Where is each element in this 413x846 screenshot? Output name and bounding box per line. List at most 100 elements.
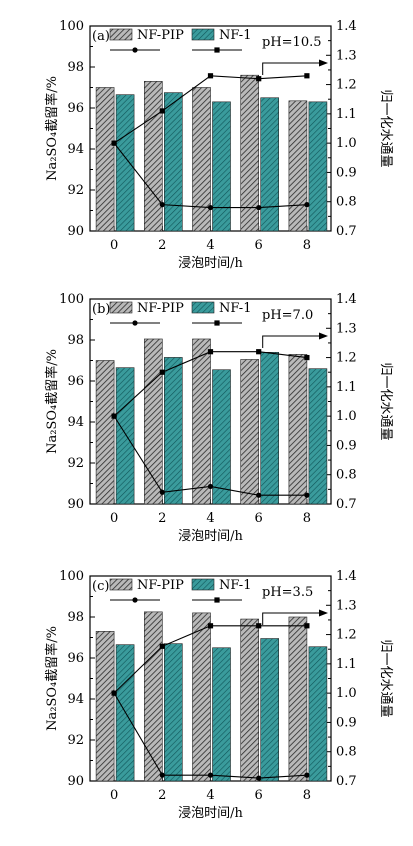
axis-arrow-line [262, 62, 322, 75]
y2-tick-label: 1.2 [336, 351, 357, 366]
y-tick-label: 96 [67, 374, 84, 389]
legend-swatch-nf1 [191, 28, 215, 41]
axis-arrow-head [319, 609, 328, 617]
x-tick-label: 6 [255, 788, 263, 803]
bar-series-0-point-2 [192, 87, 211, 232]
bar-series-0-point-3 [240, 618, 259, 782]
y2-tick-label: 1.1 [336, 657, 357, 672]
line-marker-circle [159, 489, 165, 495]
x-tick-label: 4 [206, 238, 214, 253]
y2-tick-label: 1.4 [336, 292, 357, 307]
legend-marker-circle [132, 597, 138, 603]
legend-marker-square [214, 597, 220, 603]
legend-label-nf1: NF-1 [219, 28, 251, 43]
x-tick-label: 8 [303, 238, 311, 253]
line-marker-square [304, 354, 310, 361]
y-tick-label: 100 [59, 19, 84, 34]
line-marker-circle [256, 492, 262, 498]
x-tick-label: 4 [206, 788, 214, 803]
line-marker-circle [207, 204, 214, 211]
line-marker-circle [304, 202, 310, 208]
line-marker-square [304, 73, 310, 79]
y2-tick-label: 0.9 [336, 438, 357, 453]
legend-label-nf-pip: NF-PIP [137, 301, 184, 316]
y-tick-label: 90 [67, 774, 84, 789]
x-tick-label: 8 [303, 788, 311, 803]
axis-arrow-line [262, 612, 322, 625]
legend-swatch-nf-pip [109, 28, 133, 41]
bar-series-0-point-4 [288, 616, 308, 782]
legend: NF-PIP NF-1 [109, 578, 251, 603]
y2-tick-label: 0.7 [336, 774, 357, 789]
line-marker-square [159, 643, 165, 649]
y2-tick-label: 1.2 [336, 78, 357, 93]
bar-series-0-point-4 [288, 100, 308, 232]
line-marker-square [111, 690, 117, 696]
y2-tick-label: 1.0 [336, 136, 357, 151]
y2-tick-label: 1.3 [336, 321, 357, 336]
y2-tick-label: 0.8 [336, 195, 357, 210]
y-tick-label: 90 [67, 497, 84, 512]
legend-label-nf1: NF-1 [219, 578, 251, 593]
y2-axis-title: 归一化水通量 [378, 89, 393, 167]
x-tick-label: 2 [158, 511, 166, 526]
y2-tick-label: 0.7 [336, 497, 357, 512]
x-tick-label: 2 [158, 238, 166, 253]
legend: NF-PIP NF-1 [109, 28, 251, 53]
bar-series-1-point-3 [260, 97, 280, 232]
line-marker-square [111, 413, 117, 419]
y2-tick-label: 1.2 [336, 628, 357, 643]
y2-tick-label: 1.0 [336, 686, 357, 701]
ph-annotation: pH=7.0 [262, 308, 313, 323]
y-tick-label: 92 [67, 456, 84, 471]
x-axis-title: 浸泡时间/h [178, 806, 243, 821]
bar-series-0-point-1 [144, 81, 163, 232]
y-tick-label: 100 [59, 569, 84, 584]
line-marker-circle [207, 772, 214, 778]
bar-series-1-point-0 [115, 367, 135, 505]
legend-marker-square [214, 47, 220, 53]
line-marker-square [256, 623, 262, 629]
line-marker-square [207, 623, 214, 629]
line-marker-circle [304, 772, 310, 778]
y-tick-label: 94 [67, 692, 84, 707]
y2-tick-label: 1.3 [336, 48, 357, 63]
y2-tick-label: 0.8 [336, 745, 357, 760]
bar-series-0-point-1 [144, 611, 163, 782]
panel-label: (c) [92, 579, 109, 594]
legend-swatch-nf-pip [109, 301, 133, 314]
x-tick-label: 2 [158, 788, 166, 803]
legend-marker-circle [132, 47, 138, 53]
bar-series-1-point-4 [308, 101, 328, 232]
line-marker-square [207, 349, 214, 355]
bar-series-1-point-2 [212, 369, 231, 505]
legend-label-nf-pip: NF-PIP [137, 28, 184, 43]
legend-marker-square [214, 320, 220, 326]
bar-series-0-point-3 [240, 359, 259, 505]
y2-axis-title: 归一化水通量 [378, 639, 393, 717]
x-tick-label: 0 [110, 238, 118, 253]
y-tick-label: 96 [67, 651, 84, 666]
panel-label: (a) [92, 29, 110, 44]
x-tick-label: 0 [110, 788, 118, 803]
y-tick-label: 92 [67, 183, 84, 198]
y2-tick-label: 0.9 [336, 715, 357, 730]
bar-series-0-point-4 [288, 354, 308, 505]
bar-series-1-point-1 [164, 92, 183, 232]
bar-series-1-point-4 [308, 646, 328, 782]
x-tick-label: 8 [303, 511, 311, 526]
y-tick-label: 98 [67, 60, 84, 75]
bar-series-1-point-1 [164, 357, 183, 505]
axis-arrow-head [319, 332, 328, 340]
axis-arrow-line [262, 335, 322, 348]
bar-series-1-point-3 [260, 351, 280, 505]
y2-tick-label: 1.4 [336, 19, 357, 34]
y-tick-label: 90 [67, 224, 84, 239]
legend-swatch-nf-pip [109, 578, 133, 591]
bar-series-1-point-3 [260, 638, 280, 782]
legend: NF-PIP NF-1 [109, 301, 251, 326]
line-marker-square [159, 108, 165, 114]
ph-annotation: pH=3.5 [262, 585, 313, 600]
bar-series-1-point-0 [115, 94, 135, 232]
